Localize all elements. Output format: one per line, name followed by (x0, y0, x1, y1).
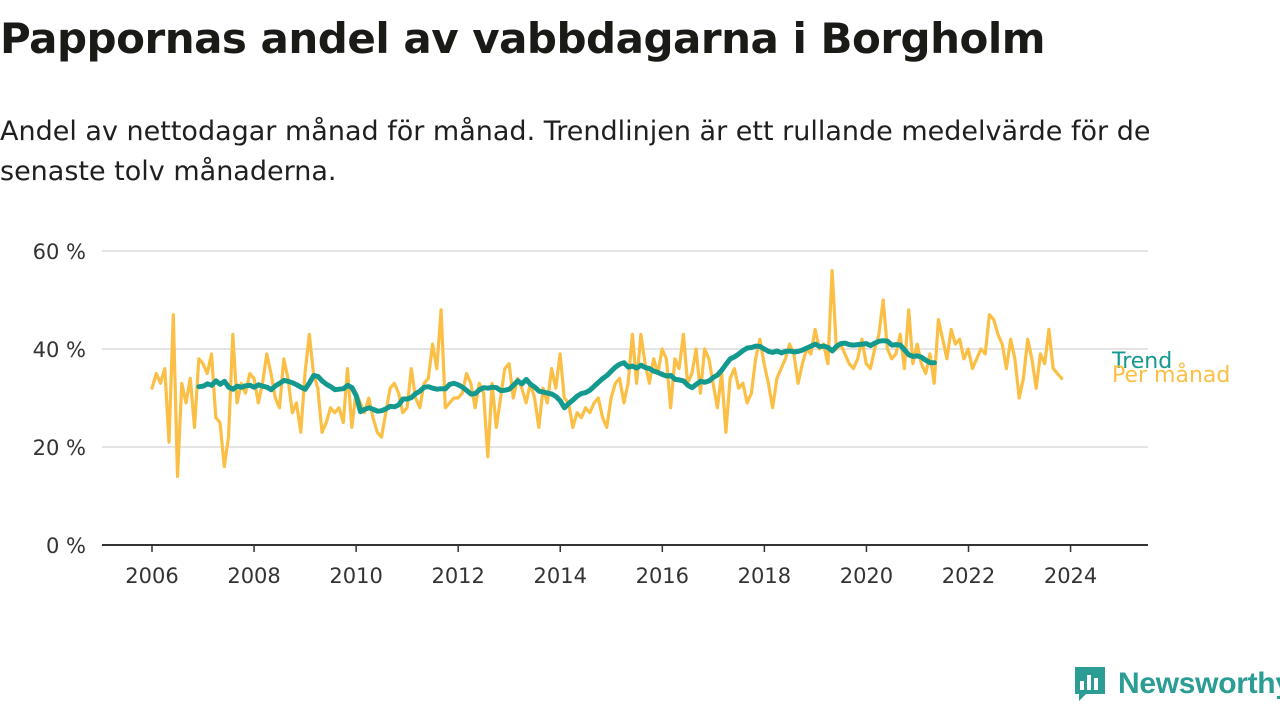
gridlines (102, 250, 1148, 448)
x-tick-label: 2016 (636, 564, 689, 588)
x-tick-label: 2020 (840, 564, 893, 588)
y-tick-label: 40 % (33, 338, 86, 362)
chart-title: Pappornas andel av vabbdagarna i Borghol… (0, 14, 1046, 63)
brand-name: Newsworthy (1118, 667, 1280, 700)
x-tick-label: 2014 (534, 564, 587, 588)
x-tick-label: 2010 (329, 564, 382, 588)
chart-subtitle: Andel av nettodagar månad för månad. Tre… (0, 116, 1151, 187)
y-axis: 0 % 20 % 40 % 60 % (33, 240, 86, 558)
x-tick-label: 2008 (227, 564, 280, 588)
x-tick-label: 2018 (738, 564, 791, 588)
y-tick-label: 0 % (46, 534, 86, 558)
bar-chart-speech-bubble-icon (1075, 667, 1105, 701)
y-tick-label: 60 % (33, 240, 86, 264)
series-label-per-manad: Per månad (1112, 362, 1230, 388)
x-tick-label: 2012 (431, 564, 484, 588)
y-tick-label: 20 % (33, 436, 86, 460)
series-line-trend (196, 338, 937, 415)
x-axis: 2006 2008 2010 2012 2014 2016 2018 2020 2022 2024 (102, 544, 1148, 588)
series-lines (150, 269, 1064, 478)
x-tick-label: 2006 (125, 564, 178, 588)
series-label-trend: Trend (1111, 349, 1172, 374)
x-tick-label: 2024 (1044, 564, 1097, 588)
brand-logo[interactable]: Newsworthy (1072, 664, 1280, 704)
series-line-per-manad (150, 269, 1064, 478)
x-tick-label: 2022 (942, 564, 995, 588)
